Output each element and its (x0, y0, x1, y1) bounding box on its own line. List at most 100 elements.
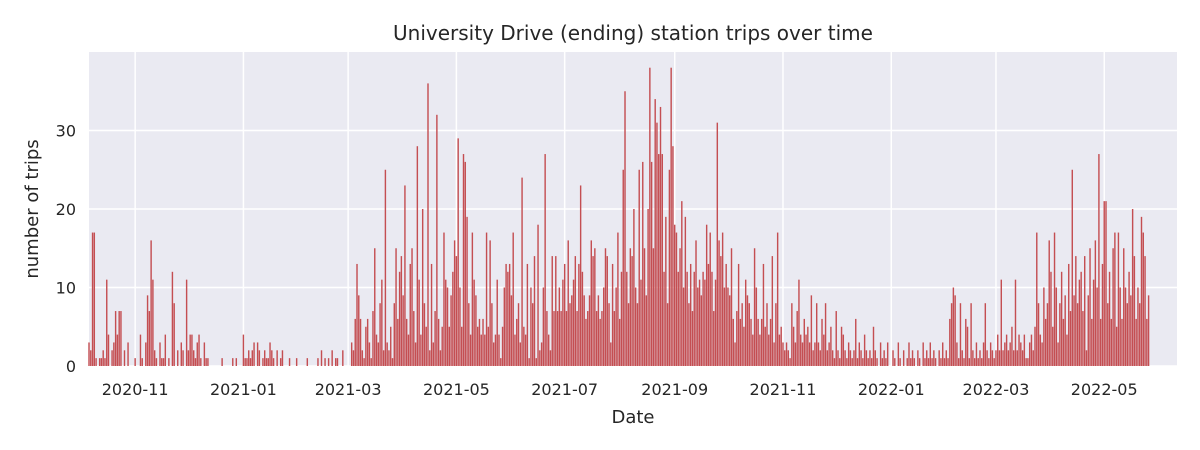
bar (413, 311, 415, 366)
bar (652, 248, 655, 366)
bar (555, 256, 557, 366)
bar (908, 342, 910, 366)
bar (501, 326, 504, 366)
bar (1099, 318, 1102, 366)
bar (927, 358, 930, 366)
bar (91, 232, 94, 366)
bar (553, 311, 555, 366)
bar (796, 311, 798, 366)
bar (196, 342, 198, 366)
bar (123, 350, 126, 366)
bar (634, 287, 637, 366)
bar (159, 342, 161, 366)
bar (256, 342, 259, 366)
bar (366, 318, 369, 366)
bar (1066, 334, 1068, 366)
bar (177, 350, 179, 366)
bar (1096, 287, 1098, 366)
chart-title: University Drive (ending) station trips … (393, 21, 873, 45)
bar (1146, 318, 1148, 366)
bar (950, 303, 953, 366)
bar (317, 358, 319, 366)
bar (800, 334, 802, 366)
bar (116, 334, 119, 366)
bar (611, 263, 614, 366)
bar (942, 342, 944, 366)
bar (622, 169, 624, 366)
bar (672, 146, 674, 366)
bar (981, 358, 983, 366)
bar (450, 295, 452, 366)
bar (977, 358, 979, 366)
bar (815, 303, 818, 366)
bar (1073, 295, 1075, 366)
bar (711, 271, 713, 366)
bar (755, 287, 758, 366)
bar (856, 358, 859, 366)
bar (1130, 295, 1132, 366)
bar (152, 279, 154, 366)
bar (436, 114, 438, 366)
bar (189, 334, 191, 366)
bar (998, 350, 1001, 366)
bar (579, 185, 582, 366)
bar (965, 318, 967, 366)
bar (150, 240, 152, 366)
bar (759, 334, 761, 366)
bar (801, 342, 804, 366)
bar (1004, 342, 1006, 366)
bar (886, 342, 889, 366)
bar (991, 350, 994, 366)
bar (771, 256, 774, 366)
bar (879, 342, 882, 366)
bar (402, 295, 404, 366)
bar (705, 224, 708, 366)
bar (114, 311, 117, 366)
bar (588, 295, 591, 366)
bar (1135, 318, 1137, 366)
bar (995, 350, 997, 366)
bar (624, 91, 626, 366)
bar (642, 161, 644, 366)
bar (427, 83, 429, 367)
bar (475, 295, 477, 366)
bar (826, 350, 829, 366)
bar (698, 279, 701, 366)
bar (849, 350, 852, 366)
bar (713, 311, 715, 366)
bar (249, 358, 252, 366)
bar (494, 334, 497, 366)
bar (269, 342, 271, 366)
bar (409, 263, 411, 366)
bar (590, 240, 592, 366)
bar (441, 326, 443, 366)
bar (776, 232, 779, 366)
bar (578, 263, 580, 366)
bar (670, 67, 672, 366)
bar (594, 248, 596, 366)
bar (1101, 263, 1104, 366)
bar (627, 303, 630, 366)
x-tick-label: 2022-03 (963, 380, 1030, 399)
bar (1023, 334, 1026, 366)
bar (370, 358, 372, 366)
bar (824, 303, 827, 366)
bar (835, 311, 837, 366)
bar (258, 350, 261, 366)
bar (1082, 311, 1084, 366)
bar (1039, 334, 1042, 366)
bar (173, 303, 175, 366)
bar (1002, 350, 1004, 366)
bar (104, 358, 106, 366)
bar (785, 342, 788, 366)
bar (784, 350, 786, 366)
bar (487, 326, 490, 366)
bar (746, 295, 749, 366)
bar (1071, 169, 1073, 366)
bar (587, 311, 589, 366)
bar (1059, 303, 1061, 366)
bar (1057, 342, 1059, 366)
bar (242, 334, 245, 366)
bar (141, 358, 143, 366)
bar (551, 256, 553, 366)
